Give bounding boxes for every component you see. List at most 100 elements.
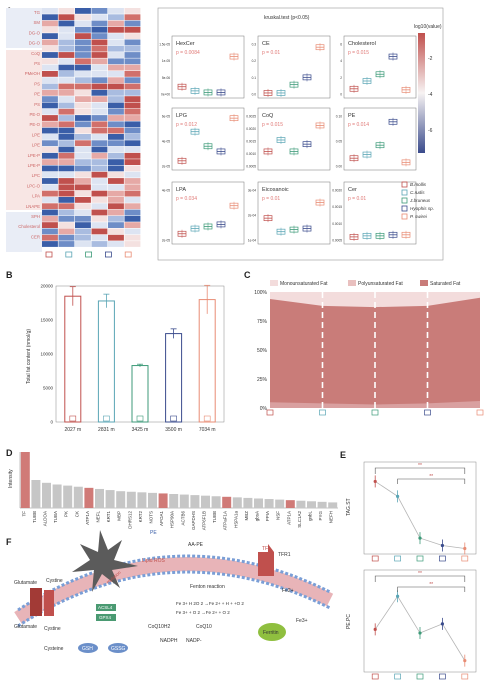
boxplot-ytick: 0.0010 [332,222,342,226]
heatmap-cell [124,102,141,109]
boxplot-title: PE [348,113,356,119]
heatmap-cell [124,64,141,71]
heatmap-row-label: LPE [32,132,40,137]
species-marker [266,409,274,416]
mutation-burst-icon [72,530,138,592]
heatmap-cell [108,108,124,115]
test-title: kruskal.test (p<0.05) [264,15,310,21]
heatmap-row-label: CER [31,234,40,239]
heatmap-cell [91,190,108,197]
ytick-label: 20000 [40,284,53,289]
x-category-label: PPIA [265,511,270,521]
species-marker [416,673,424,680]
heatmap-cell [75,71,91,77]
colorbar-tick: -2 [428,56,433,62]
coq10h2-label: CoQ10H2 [148,624,170,630]
ytick-label: 25% [257,377,268,383]
cystine-bottom-label: Cystine [44,626,61,632]
bar [148,492,157,508]
heatmap-row-label: SPH [31,214,40,219]
heatmap-cell [108,83,124,90]
x-category-label: KRT1 [106,511,111,523]
significance-label: ** [429,474,433,480]
ytick-label: 10000 [40,352,53,357]
heatmap-cell [108,146,124,153]
heatmap-cell [124,52,141,58]
heatmap-cell [124,26,141,33]
heatmap-cell [75,184,91,191]
heatmap-cell [75,102,91,109]
boxplot-ytick: 0.3 [252,43,257,47]
heatmap-cell [58,33,75,39]
heatmap-cell [124,222,141,228]
heatmap-cell [124,171,141,178]
heatmap-row-label: DG-O [29,30,41,35]
heatmap-cell [75,64,91,71]
heatmap-cell [75,115,91,121]
xc-transporter-right [44,590,54,616]
heatmap-cell [108,197,124,203]
heatmap-cell [58,102,75,109]
heatmap-cell [91,152,108,159]
heatmap-cell [58,14,75,21]
boxplot-pe: PE p = 0.014 0.10 0.05 0.00 [336,107,417,171]
heatmap-row-label: PE [34,92,40,97]
boxplot-frame [257,107,331,171]
ytick-label: 50% [257,348,268,354]
x-category-label: TUBB [32,511,37,523]
heatmap-cell [75,134,91,140]
heatmap-cell [124,234,141,241]
species-legend: B.mollis C.rudis J.bruneus Hyophis sp. P. sw… [401,181,434,220]
bar [328,502,338,508]
heatmap-cell [124,127,141,134]
heatmap-cell [124,159,141,165]
bar [275,499,285,508]
heatmap-cell [75,190,91,197]
boxplot-ytick: 1e-04 [248,239,256,243]
species-marker [85,251,92,258]
membrane-inner [17,570,331,628]
heatmap-cell [108,171,124,178]
data-point [396,594,400,598]
x-category-label: CK [74,511,79,517]
fe3-label: Fe3+ [296,618,308,624]
pe-pc-line-chart: PE.PC ** ** [346,569,477,680]
heatmap-cell [58,190,75,197]
boxplot-ytick: 0e+00 [161,93,170,97]
heatmap-cell [58,165,75,172]
x-category-label: ATP6F1B [202,511,207,530]
gsh-label: GSH [82,646,93,652]
heatmap-cell [91,222,108,228]
heatmap-cell [124,152,141,159]
heatmap-cell [108,190,124,197]
boxplot-ytick: 0.0005 [246,165,256,169]
panel-e-label: E [340,450,346,460]
bar [63,485,73,508]
heatmap-cell [58,184,75,191]
heatmap-cell [58,209,75,216]
boxplot-eicosanoic: Eicosanoic p = 0.01 3e-04 2e-04 1e-04 [248,181,331,245]
nadp-label: NADP- [186,638,202,644]
heatmap-cell [108,215,124,222]
heatmap-cell [91,209,108,216]
x-category-label: KRT2 [138,511,143,523]
heatmap-cell [42,39,58,46]
bar [42,482,51,508]
heatmap-cell [108,20,124,27]
x-category-label: TUBA [53,511,58,523]
heatmap-cell [91,234,108,241]
heatmap-cell [75,152,91,159]
heatmap-cell [58,121,75,128]
heatmap-cell [42,159,58,165]
heatmap-cell [108,121,124,128]
boxplot-ytick: 0.2 [252,59,257,63]
legend-swatch [348,280,356,286]
x-category-label: ALDOA [43,511,48,526]
significance-label: ** [429,582,433,588]
ytick-label: 5000 [43,386,54,391]
data-point [440,622,444,626]
bar [31,480,41,508]
heatmap-cell [58,134,75,140]
legend-label: C.rudis [410,190,425,195]
heatmap-cell [75,228,91,235]
